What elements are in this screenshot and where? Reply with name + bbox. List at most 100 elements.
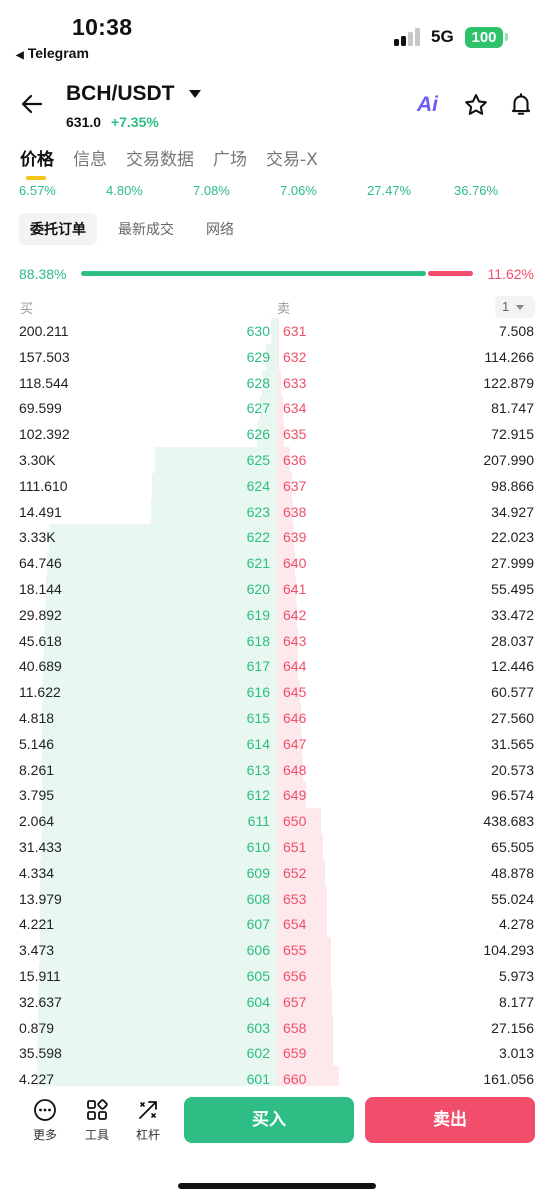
period-change-value: 7.06%: [280, 183, 317, 198]
order-book-row[interactable]: 102.392 626 635 72.915: [0, 421, 554, 447]
subtab-order-book[interactable]: 委托订单: [19, 213, 97, 245]
bid-quantity: 14.491: [19, 503, 62, 520]
ask-quantity: 33.472: [491, 606, 534, 623]
bid-price: 615: [246, 710, 270, 726]
order-book-row[interactable]: 3.473 606 655 104.293: [0, 937, 554, 963]
ask-price: 642: [283, 606, 307, 623]
home-indicator[interactable]: [178, 1183, 376, 1189]
order-book-row[interactable]: 69.599 627 634 81.747: [0, 395, 554, 421]
order-book-row[interactable]: 4.227 601 660 161.056: [0, 1066, 554, 1086]
order-book-row[interactable]: 35.598 602 659 3.013: [0, 1040, 554, 1066]
ai-assistant-icon[interactable]: Ai: [417, 93, 438, 116]
ask-price: 638: [283, 503, 307, 520]
ask-price: 650: [283, 813, 307, 830]
order-book-row[interactable]: 14.491 623 638 34.927: [0, 499, 554, 525]
bid-quantity: 3.795: [19, 787, 55, 804]
ask-depth-fill: [277, 653, 299, 680]
order-book-row[interactable]: 2.064 611 650 438.683: [0, 808, 554, 834]
order-book-row[interactable]: 4.818 615 646 27.560: [0, 705, 554, 731]
ask-depth-fill: [277, 885, 328, 912]
ask-depth-fill: [277, 859, 326, 887]
subtab-network[interactable]: 网络: [206, 222, 234, 238]
favorite-star-icon[interactable]: [463, 92, 489, 118]
ask-price: 655: [283, 942, 307, 959]
bid-depth-fill: [42, 653, 277, 680]
bid-price: 621: [246, 555, 270, 572]
bid-quantity: 40.689: [19, 658, 62, 675]
order-book-row[interactable]: 29.892 619 642 33.472: [0, 602, 554, 628]
tab-trade-data[interactable]: 交易数据: [126, 150, 194, 170]
tab-trade-x[interactable]: 交易-X: [266, 150, 318, 170]
ask-quantity: 207.990: [483, 452, 534, 468]
battery-icon: 100: [465, 27, 503, 48]
order-book-row[interactable]: 15.911 605 656 5.973: [0, 963, 554, 989]
tools-button[interactable]: 工具: [77, 1098, 117, 1143]
tab-info[interactable]: 信息: [73, 150, 107, 170]
bid-price: 606: [246, 942, 270, 959]
ask-quantity: 96.574: [491, 787, 534, 804]
price-summary: 631.0 +7.35%: [66, 114, 159, 130]
ask-price: 656: [283, 968, 307, 984]
ask-quantity: 81.747: [491, 400, 534, 417]
ask-price: 637: [283, 477, 307, 494]
bid-depth-fill: [155, 447, 277, 474]
order-book-row[interactable]: 31.433 610 651 65.505: [0, 834, 554, 860]
bid-quantity: 4.334: [19, 864, 55, 881]
order-book-row[interactable]: 45.618 618 643 28.037: [0, 628, 554, 654]
tab-price[interactable]: 价格: [20, 145, 54, 180]
order-book-row[interactable]: 5.146 614 647 31.565: [0, 731, 554, 757]
ask-price: 639: [283, 529, 307, 546]
order-book-row[interactable]: 200.211 630 631 7.508: [0, 318, 554, 344]
buy-ratio-bar: [81, 271, 426, 276]
bid-quantity: 111.610: [19, 477, 68, 494]
ask-depth-fill: [277, 963, 332, 990]
order-book-row[interactable]: 18.144 620 641 55.495: [0, 576, 554, 602]
leverage-button[interactable]: 杠杆: [128, 1098, 168, 1143]
order-book-row[interactable]: 3.30K 625 636 207.990: [0, 447, 554, 473]
precision-dropdown[interactable]: 1: [495, 296, 535, 318]
main-tabs: 价格 信息 交易数据 广场 交易-X: [20, 145, 337, 180]
order-book-row[interactable]: 111.610 624 637 98.866: [0, 473, 554, 499]
bid-price: 614: [246, 735, 270, 752]
order-book-row[interactable]: 4.221 607 654 4.278: [0, 911, 554, 937]
order-book-row[interactable]: 4.334 609 652 48.878: [0, 860, 554, 886]
order-book-row[interactable]: 11.622 616 645 60.577: [0, 679, 554, 705]
notification-bell-icon[interactable]: [508, 91, 534, 117]
order-book-row[interactable]: 40.689 617 644 12.446: [0, 653, 554, 679]
order-book-row[interactable]: 3.33K 622 639 22.023: [0, 524, 554, 550]
bid-price: 622: [246, 529, 270, 546]
order-book-row[interactable]: 157.503 629 632 114.266: [0, 344, 554, 370]
order-book-row[interactable]: 64.746 621 640 27.999: [0, 550, 554, 576]
sell-button[interactable]: 卖出: [365, 1097, 535, 1143]
order-book-row[interactable]: 0.879 603 658 27.156: [0, 1015, 554, 1041]
buy-button[interactable]: 买入: [184, 1097, 354, 1143]
buy-column-header: 买: [20, 302, 34, 317]
order-book-row[interactable]: 32.637 604 657 8.177: [0, 989, 554, 1015]
ask-price: 633: [283, 374, 307, 391]
ask-price: 657: [283, 993, 307, 1010]
ask-quantity: 98.866: [491, 477, 534, 494]
more-button[interactable]: 更多: [25, 1098, 65, 1143]
order-book-row[interactable]: 8.261 613 648 20.573: [0, 757, 554, 783]
back-to-telegram-link[interactable]: ◀ Telegram: [16, 45, 89, 61]
ask-quantity: 4.278: [498, 916, 534, 933]
bid-quantity: 102.392: [19, 426, 70, 443]
bid-price: 627: [246, 400, 270, 417]
tab-square[interactable]: 广场: [213, 150, 247, 170]
subtab-latest-trades[interactable]: 最新成交: [118, 222, 174, 238]
back-arrow-icon[interactable]: [20, 92, 44, 116]
order-book-row[interactable]: 118.544 628 633 122.879: [0, 370, 554, 396]
order-book-row[interactable]: 13.979 608 653 55.024: [0, 886, 554, 912]
ask-quantity: 27.999: [491, 555, 534, 572]
pair-selector[interactable]: BCH/USDT: [66, 82, 175, 105]
bid-depth-fill: [41, 756, 277, 783]
ask-depth-fill: [277, 705, 302, 732]
ask-price: 646: [283, 710, 307, 726]
ask-price: 654: [283, 916, 307, 933]
order-book-row[interactable]: 3.795 612 649 96.574: [0, 782, 554, 808]
bid-depth-fill: [37, 1040, 277, 1067]
ask-depth-fill: [277, 834, 324, 861]
bid-price: 617: [246, 658, 270, 675]
ask-price: 658: [283, 1019, 307, 1036]
caret-down-icon[interactable]: [189, 90, 201, 98]
